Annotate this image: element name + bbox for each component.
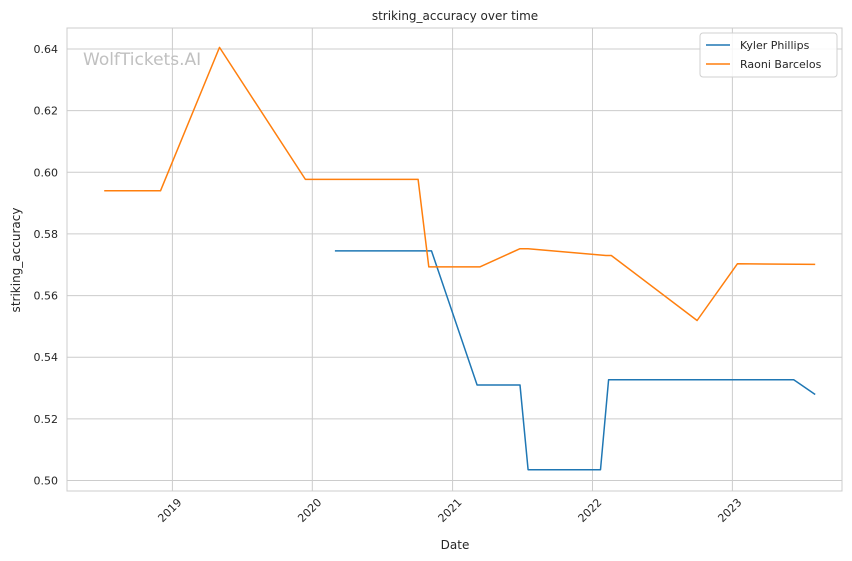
x-tick-label-2023: 2023 <box>715 496 744 525</box>
series-line-kyler-phillips <box>334 250 816 471</box>
y-tick-label-0-54: 0.54 <box>34 351 59 364</box>
x-tick-label-2022: 2022 <box>576 496 605 525</box>
legend: Kyler Phillips Raoni Barcelos <box>699 32 838 78</box>
watermark: WolfTickets.AI <box>83 50 201 70</box>
x-tick-label-2019: 2019 <box>155 496 184 525</box>
y-tick-label-0-50: 0.50 <box>34 475 59 488</box>
y-tick-label-0-64: 0.64 <box>34 43 59 56</box>
y-tick-label-0-60: 0.60 <box>34 166 59 179</box>
y-tick-label-0-52: 0.52 <box>34 413 59 426</box>
legend-entry-kyler-phillips: Kyler Phillips <box>740 39 810 52</box>
y-tick-label-0-56: 0.56 <box>34 290 59 303</box>
y-tick-labels: 0.50 0.52 0.54 0.56 0.58 0.60 0.62 0.64 <box>34 43 59 488</box>
x-tick-label-2021: 2021 <box>436 496 465 525</box>
legend-box <box>699 32 838 78</box>
series-lines <box>104 46 816 471</box>
legend-entry-raoni-barcelos: Raoni Barcelos <box>740 58 822 71</box>
chart-title: striking_accuracy over time <box>372 9 538 23</box>
x-axis-label: Date <box>441 538 470 552</box>
grid <box>67 28 842 491</box>
series-line-raoni-barcelos <box>104 46 816 322</box>
y-tick-label-0-58: 0.58 <box>34 228 59 241</box>
y-axis-label: striking_accuracy <box>9 208 23 313</box>
x-tick-labels: 2019 2020 2021 2022 2023 <box>155 496 744 525</box>
x-tick-label-2020: 2020 <box>295 496 324 525</box>
y-tick-label-0-62: 0.62 <box>34 105 59 118</box>
plot-area <box>66 27 843 492</box>
